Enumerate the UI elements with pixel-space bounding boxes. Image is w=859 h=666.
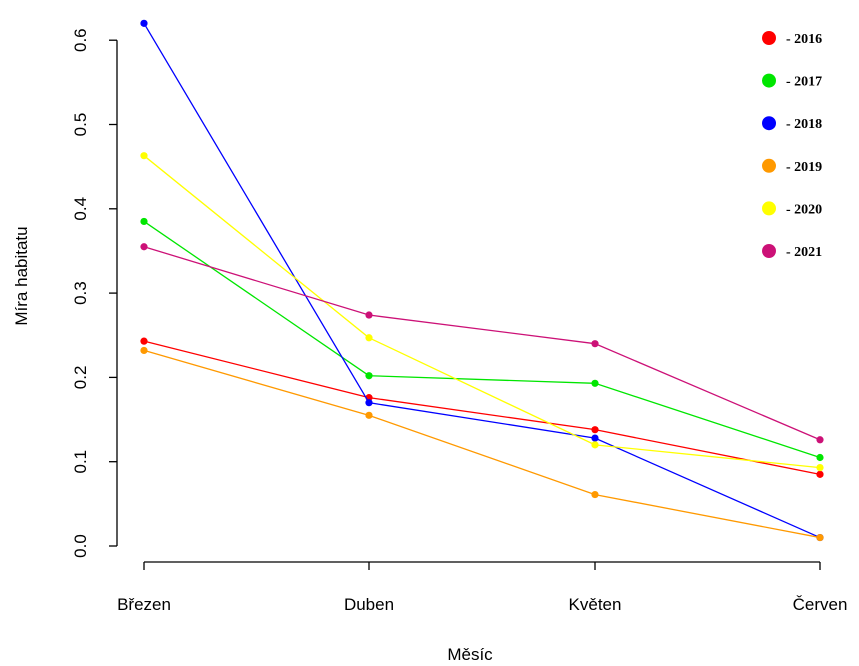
x-tick-label: Březen — [117, 595, 171, 614]
legend-item: - 2020 — [762, 201, 822, 217]
series-2021 — [140, 243, 824, 444]
legend-label: - 2018 — [786, 117, 822, 132]
legend-label: - 2016 — [786, 32, 822, 47]
legend: - 2016 - 2017 - 2018 - 2019 - 2020 - 2021 — [762, 31, 822, 260]
legend-item: - 2016 — [762, 31, 822, 47]
series-line — [143, 23, 821, 539]
x-tick-label: Duben — [344, 595, 394, 614]
data-point — [140, 19, 148, 27]
data-point — [365, 399, 373, 407]
data-point — [591, 490, 599, 499]
legend-marker — [762, 73, 776, 88]
legend-marker — [762, 244, 776, 258]
data-point — [816, 470, 824, 478]
series-line — [143, 246, 821, 441]
data-point — [816, 464, 824, 472]
series-line — [143, 155, 821, 469]
y-tick-label: 0.0 — [71, 534, 90, 558]
data-point — [140, 337, 148, 345]
data-point — [591, 340, 599, 348]
data-point — [591, 379, 599, 387]
data-point — [816, 533, 824, 542]
legend-label: - 2020 — [786, 202, 822, 217]
legend-marker — [762, 116, 776, 131]
series-layer — [140, 19, 824, 542]
y-tick-label: 0.1 — [71, 450, 90, 474]
x-axis-title: Měsíc — [447, 645, 493, 664]
legend-marker — [762, 158, 776, 173]
data-point — [591, 441, 599, 449]
legend-item: - 2018 — [762, 116, 822, 132]
legend-label: - 2021 — [786, 245, 822, 260]
series-2016 — [140, 337, 824, 478]
legend-marker — [762, 201, 776, 216]
data-point — [365, 311, 373, 319]
series-2020 — [140, 152, 824, 472]
data-point — [365, 411, 373, 419]
legend-marker — [762, 31, 776, 45]
series-line — [143, 340, 821, 475]
data-point — [140, 243, 148, 251]
data-point — [140, 152, 148, 160]
data-point — [365, 334, 373, 342]
y-ticks: 0.0 0.1 0.2 0.3 0.4 0.5 0.6 — [71, 28, 117, 558]
y-tick-label: 0.4 — [71, 197, 90, 221]
y-tick-label: 0.6 — [71, 28, 90, 52]
legend-item: - 2017 — [762, 73, 822, 90]
data-point — [816, 453, 824, 462]
legend-label: - 2019 — [786, 160, 822, 175]
series-2017 — [140, 217, 824, 462]
legend-item: - 2019 — [762, 158, 822, 175]
series-line — [143, 220, 821, 459]
series-2019 — [140, 346, 824, 542]
legend-label: - 2017 — [786, 75, 822, 90]
y-tick-label: 0.3 — [71, 281, 90, 305]
series-2018 — [140, 19, 824, 542]
x-ticks: Březen Duben Květen Červen — [117, 562, 847, 614]
data-point — [365, 372, 373, 380]
x-tick-label: Květen — [569, 595, 622, 614]
series-line — [143, 349, 821, 539]
y-axis-title: Míra habitatu — [12, 226, 31, 325]
y-tick-label: 0.2 — [71, 366, 90, 390]
data-point — [591, 434, 599, 442]
data-point — [591, 426, 599, 434]
data-point — [816, 436, 824, 444]
axes: Březen Duben Květen Červen 0.00.10.20.30.40… — [71, 28, 847, 614]
y-tick-label: 0.5 — [71, 113, 90, 137]
data-point — [140, 217, 148, 226]
data-point — [140, 346, 148, 355]
legend-item: - 2021 — [762, 244, 822, 260]
x-tick-label: Červen — [793, 595, 848, 614]
